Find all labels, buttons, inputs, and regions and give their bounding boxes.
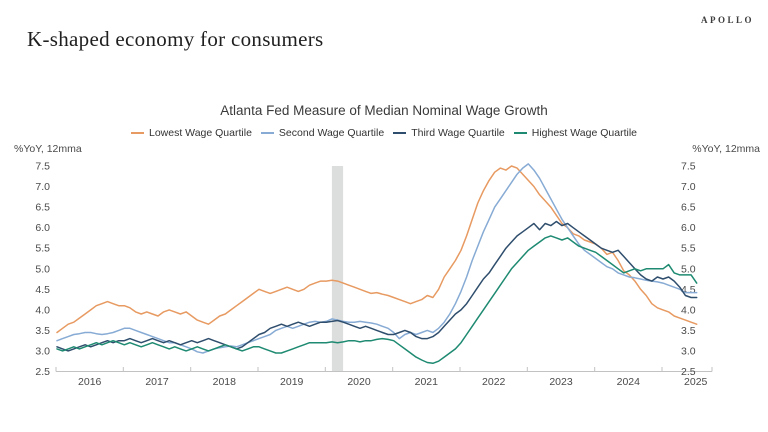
y-tick-label-left: 5.5 (35, 243, 50, 255)
legend-marker-icon (393, 132, 407, 134)
y-tick-label-right: 5.5 (681, 243, 696, 255)
x-tick-label: 2022 (482, 376, 506, 388)
series-line-third-wage-quartile (56, 220, 698, 352)
legend-label: Highest Wage Quartile (531, 127, 637, 139)
y-axis-label-right: %YoY, 12mma (692, 143, 760, 155)
x-tick-label: 2024 (617, 376, 641, 388)
apollo-logo: APOLLO (700, 15, 754, 25)
y-axis-label-left: %YoY, 12mma (14, 143, 82, 155)
legend-label: Second Wage Quartile (278, 127, 385, 139)
chart-legend: Lowest Wage Quartile Second Wage Quartile… (0, 127, 768, 139)
legend-item: Highest Wage Quartile (513, 127, 637, 139)
y-tick-label-right: 3.5 (681, 325, 696, 337)
x-tick-label: 2016 (78, 376, 102, 388)
legend-item: Second Wage Quartile (260, 127, 385, 139)
legend-label: Third Wage Quartile (411, 127, 505, 139)
y-tick-label-left: 2.5 (35, 366, 50, 378)
x-tick-label: 2020 (347, 376, 371, 388)
y-tick-label-right: 4.0 (681, 304, 696, 316)
y-tick-label-left: 3.5 (35, 325, 50, 337)
y-tick-label-left: 4.5 (35, 284, 50, 296)
y-tick-label-left: 6.5 (35, 202, 50, 214)
x-tick-label: 2021 (415, 376, 439, 388)
y-tick-label-right: 7.0 (681, 181, 696, 193)
x-tick-label: 2017 (145, 376, 169, 388)
y-tick-label-right: 3.0 (681, 345, 696, 357)
y-tick-label-right: 7.5 (681, 161, 696, 173)
y-tick-label-left: 4.0 (35, 304, 50, 316)
y-tick-label-left: 7.5 (35, 161, 50, 173)
y-tick-label-left: 7.0 (35, 181, 50, 193)
y-tick-label-right: 6.5 (681, 202, 696, 214)
x-tick-label: 2019 (280, 376, 304, 388)
page-title: K-shaped economy for consumers (27, 27, 324, 51)
legend-item: Lowest Wage Quartile (131, 127, 252, 139)
y-tick-label-left: 6.0 (35, 222, 50, 234)
y-tick-label-left: 3.0 (35, 345, 50, 357)
legend-marker-icon (513, 132, 527, 134)
series-line-highest-wage-quartile (56, 235, 698, 365)
recession-band (331, 166, 344, 372)
x-tick-label: 2025 (684, 376, 708, 388)
x-tick-label: 2023 (549, 376, 573, 388)
legend-marker-icon (260, 132, 274, 134)
x-tick-label: 2018 (213, 376, 237, 388)
y-tick-label-right: 5.0 (681, 263, 696, 275)
series-line-second-wage-quartile (56, 163, 698, 354)
legend-item: Third Wage Quartile (393, 127, 505, 139)
y-tick-label-right: 2.5 (681, 366, 696, 378)
series-line-lowest-wage-quartile (56, 165, 698, 334)
y-tick-label-left: 5.0 (35, 263, 50, 275)
y-tick-label-right: 4.5 (681, 284, 696, 296)
y-tick-label-right: 6.0 (681, 222, 696, 234)
legend-label: Lowest Wage Quartile (149, 127, 252, 139)
chart-title: Atlanta Fed Measure of Median Nominal Wa… (220, 103, 548, 118)
legend-marker-icon (131, 132, 144, 134)
